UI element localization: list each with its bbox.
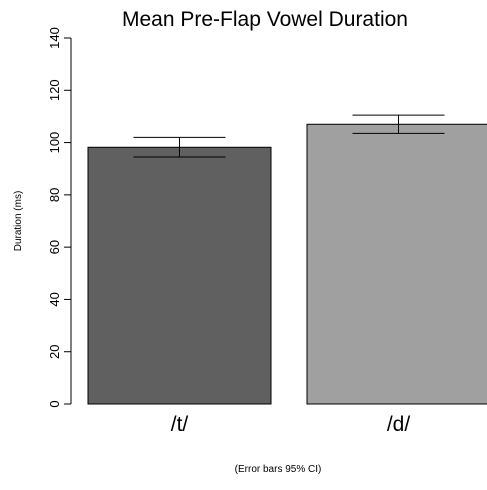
y-tick-label: 60 [47, 240, 62, 254]
y-tick-label: 100 [47, 132, 62, 154]
x-tick-labels: /t/ /d/ [171, 413, 411, 436]
y-tick-label: 80 [47, 188, 62, 202]
y-tick-label: 20 [47, 344, 62, 358]
y-tick-label: 0 [47, 400, 62, 407]
chart-caption: (Error bars 95% CI) [235, 464, 322, 475]
bar-t [87, 146, 272, 405]
error-bars-group [133, 114, 445, 158]
y-tick-label: 120 [47, 79, 62, 101]
y-tick-label: 140 [47, 27, 62, 49]
y-axis-label: Duration (ms) [13, 191, 24, 252]
bar-d [306, 123, 487, 405]
y-tick-label: 40 [47, 292, 62, 306]
x-tick-label: /d/ [387, 413, 411, 436]
bars-group [87, 123, 487, 405]
y-axis-ticks: 0 20 40 60 80 100 120 140 [47, 27, 71, 408]
x-tick-label: /t/ [171, 413, 189, 436]
chart-title: Mean Pre-Flap Vowel Duration [122, 8, 408, 31]
